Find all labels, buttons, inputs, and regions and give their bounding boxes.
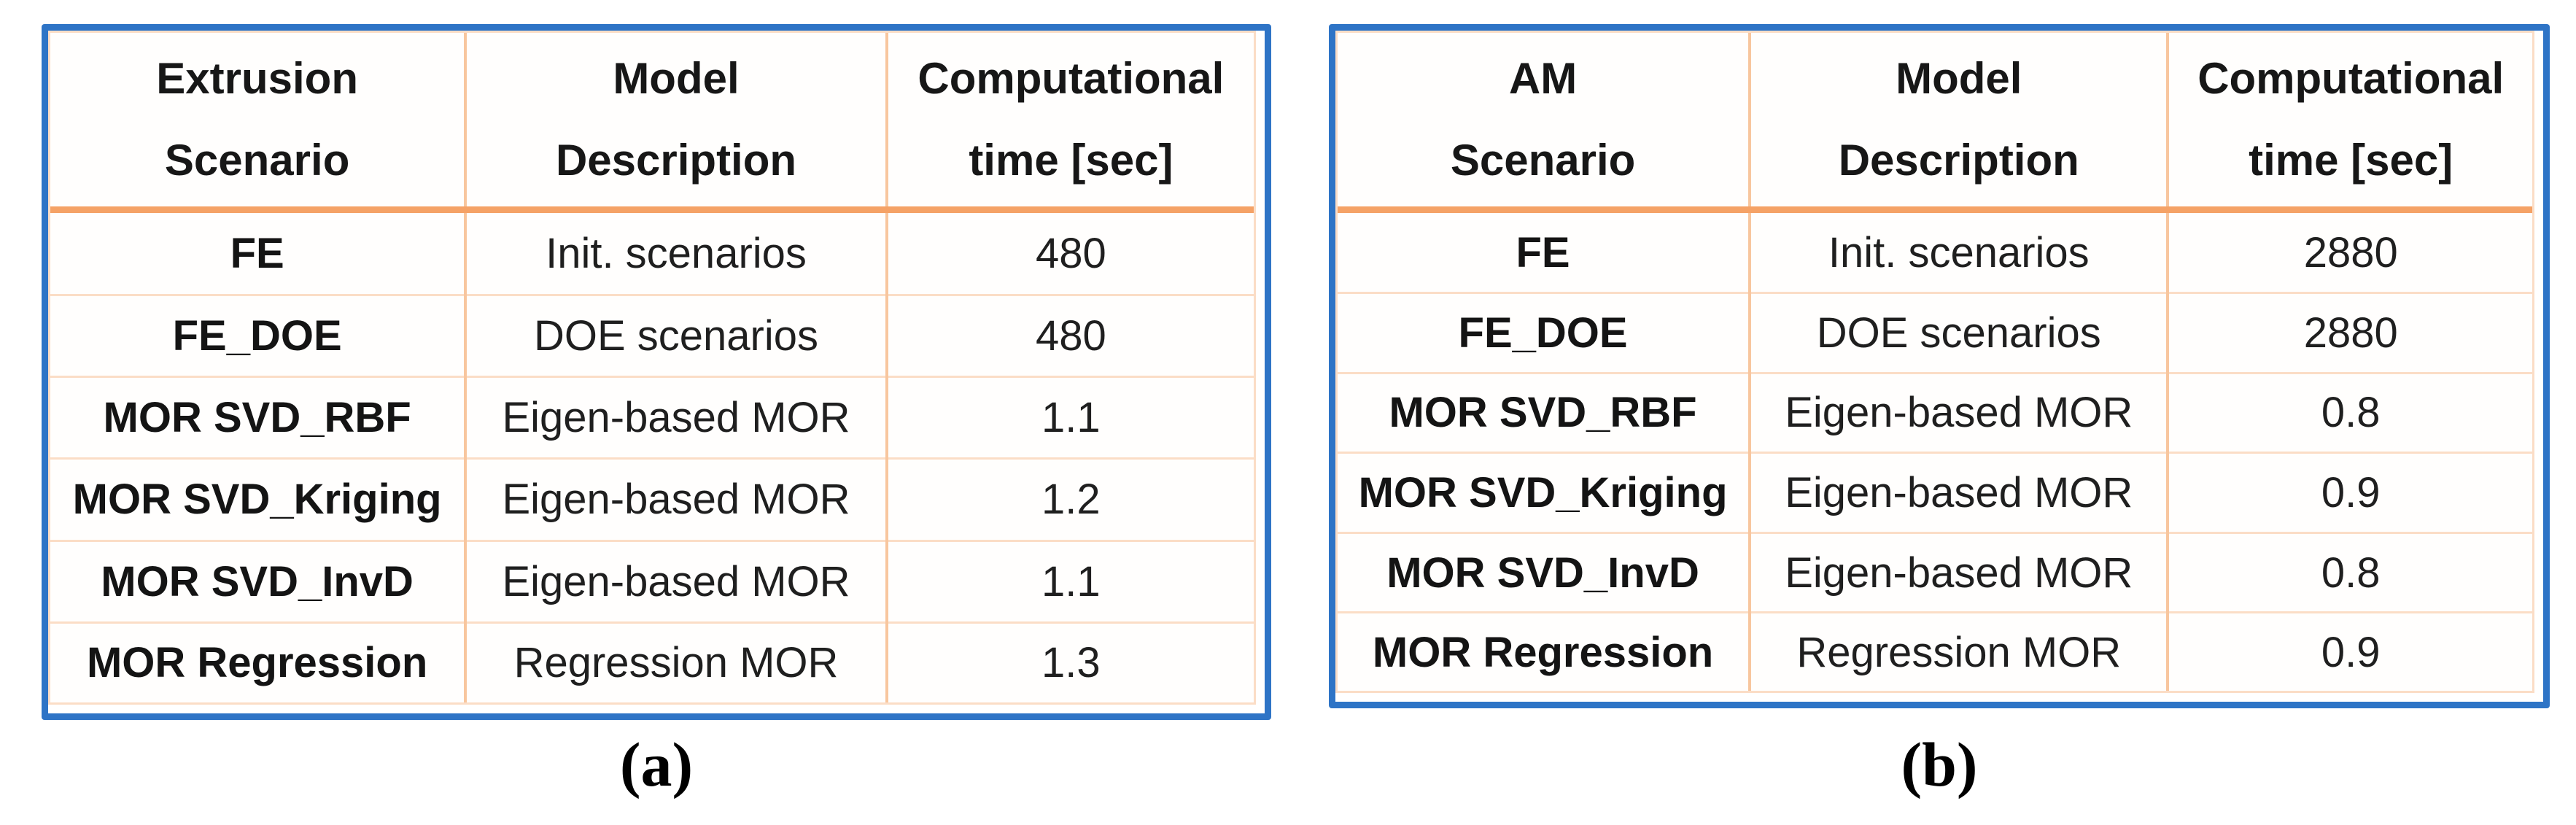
time-cell: 2880 xyxy=(2166,206,2532,293)
header-line: Computational xyxy=(2197,54,2505,103)
am-scenario-table: AM Scenario Model Description Computatio… xyxy=(1338,33,2532,691)
table-row: FE Init. scenarios 480 xyxy=(50,206,1254,295)
scenario-cell: FE_DOE xyxy=(1338,292,1750,373)
description-cell: Eigen-based MOR xyxy=(1748,452,2168,533)
header-line: Model xyxy=(1896,54,2022,103)
table-row: MOR SVD_RBF Eigen-based MOR 0.8 xyxy=(1338,371,2532,453)
scenario-cell: MOR SVD_InvD xyxy=(50,539,466,623)
scenario-cell: MOR SVD_InvD xyxy=(1338,531,1750,613)
time-cell: 0.9 xyxy=(2166,452,2532,533)
description-cell: Init. scenarios xyxy=(1748,206,2168,293)
header-line: Scenario xyxy=(164,136,350,185)
description-cell: DOE scenarios xyxy=(464,293,887,377)
panel-a-caption: (a) xyxy=(619,729,694,799)
scenario-cell: FE xyxy=(50,206,466,295)
scenario-cell: MOR SVD_RBF xyxy=(50,376,466,459)
time-cell: 0.8 xyxy=(2166,371,2532,453)
table-row: FE Init. scenarios 2880 xyxy=(1338,206,2532,293)
table-row: MOR SVD_InvD Eigen-based MOR 0.8 xyxy=(1338,531,2532,613)
scenario-cell: MOR SVD_Kriging xyxy=(1338,452,1750,533)
scenario-cell: MOR SVD_RBF xyxy=(1338,371,1750,453)
header-cell-description: Model Description xyxy=(464,33,887,210)
header-cell-scenario: Extrusion Scenario xyxy=(50,33,465,210)
scenario-cell: FE xyxy=(1338,206,1750,293)
description-cell: Regression MOR xyxy=(464,621,887,702)
description-cell: Eigen-based MOR xyxy=(1748,531,2168,613)
header-line: AM xyxy=(1508,54,1578,103)
scenario-cell: MOR SVD_Kriging xyxy=(50,457,466,541)
header-line: Computational xyxy=(917,54,1225,103)
am-table-inner-frame: AM Scenario Model Description Computatio… xyxy=(1335,31,2534,693)
am-table-panel: AM Scenario Model Description Computatio… xyxy=(1329,24,2550,708)
table-row: MOR SVD_InvD Eigen-based MOR 1.1 xyxy=(50,539,1254,623)
header-row: Extrusion Scenario Model Description Com… xyxy=(50,33,1254,210)
time-cell: 0.8 xyxy=(2166,531,2532,613)
table-row: MOR SVD_RBF Eigen-based MOR 1.1 xyxy=(50,376,1254,459)
header-cell-scenario: AM Scenario xyxy=(1338,33,1750,210)
table-row: MOR Regression Regression MOR 0.9 xyxy=(1338,611,2532,691)
header-line: Description xyxy=(555,136,797,185)
scenario-cell: FE_DOE xyxy=(50,293,466,377)
header-cell-description: Model Description xyxy=(1748,33,2168,210)
time-cell: 1.1 xyxy=(885,376,1254,459)
header-line: Extrusion xyxy=(156,54,358,103)
header-line: time [sec] xyxy=(969,136,1173,185)
scenario-cell: MOR Regression xyxy=(50,621,466,702)
header-line: Scenario xyxy=(1450,136,1636,185)
time-cell: 480 xyxy=(885,293,1254,377)
description-cell: Init. scenarios xyxy=(464,206,887,295)
description-cell: Eigen-based MOR xyxy=(464,539,887,623)
header-line: Model xyxy=(613,54,740,103)
header-line: time [sec] xyxy=(2249,136,2453,185)
header-row: AM Scenario Model Description Computatio… xyxy=(1338,33,2532,210)
header-cell-time: Computational time [sec] xyxy=(885,33,1254,210)
time-cell: 480 xyxy=(885,206,1254,295)
description-cell: Regression MOR xyxy=(1748,611,2168,691)
time-cell: 1.2 xyxy=(885,457,1254,541)
description-cell: DOE scenarios xyxy=(1748,292,2168,373)
extrusion-table-inner-frame: Extrusion Scenario Model Description Com… xyxy=(48,31,1256,705)
table-row: MOR Regression Regression MOR 1.3 xyxy=(50,621,1254,702)
header-line: Description xyxy=(1838,136,2079,185)
table-row: MOR SVD_Kriging Eigen-based MOR 0.9 xyxy=(1338,452,2532,533)
header-cell-time: Computational time [sec] xyxy=(2166,33,2532,210)
time-cell: 1.3 xyxy=(885,621,1254,702)
panel-b-caption: (b) xyxy=(1901,729,1978,799)
time-cell: 0.9 xyxy=(2166,611,2532,691)
description-cell: Eigen-based MOR xyxy=(464,457,887,541)
table-row: FE_DOE DOE scenarios 480 xyxy=(50,293,1254,377)
extrusion-scenario-table: Extrusion Scenario Model Description Com… xyxy=(50,33,1254,702)
time-cell: 2880 xyxy=(2166,292,2532,373)
time-cell: 1.1 xyxy=(885,539,1254,623)
extrusion-table-panel: Extrusion Scenario Model Description Com… xyxy=(42,24,1271,720)
description-cell: Eigen-based MOR xyxy=(464,376,887,459)
scenario-cell: MOR Regression xyxy=(1338,611,1750,691)
description-cell: Eigen-based MOR xyxy=(1748,371,2168,453)
table-row: FE_DOE DOE scenarios 2880 xyxy=(1338,292,2532,373)
table-row: MOR SVD_Kriging Eigen-based MOR 1.2 xyxy=(50,457,1254,541)
